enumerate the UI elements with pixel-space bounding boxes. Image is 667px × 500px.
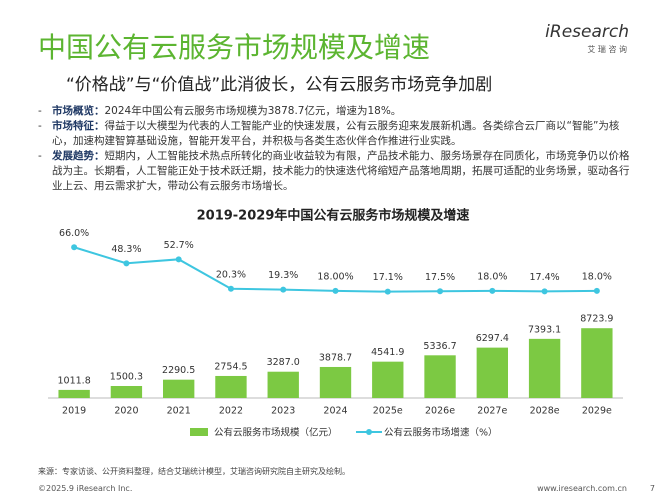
line-point xyxy=(437,288,444,295)
x-tick-label: 2025e xyxy=(373,406,403,417)
bullet-text: 2024年中国公有云服务市场规模为3878.7亿元，增速为18%。 xyxy=(104,105,402,117)
x-tick-label: 2027e xyxy=(477,406,507,417)
bar-value-label: 5336.7 xyxy=(423,341,456,352)
bar-value-label: 1500.3 xyxy=(110,371,143,382)
x-tick-label: 2029e xyxy=(582,406,612,417)
website: www.iresearch.com.cn xyxy=(537,484,627,493)
legend-marker xyxy=(366,429,372,435)
line-value-label: 52.7% xyxy=(164,240,194,251)
bullet: 市场概览：2024年中国公有云服务市场规模为3878.7亿元，增速为18%。 xyxy=(38,104,638,119)
bullet-text: 得益于以大模型为代表的人工智能产业的快速发展，公有云服务迎来发展新机遇。各类综合… xyxy=(52,120,620,147)
bar xyxy=(476,347,508,398)
line-point xyxy=(384,288,391,295)
line-point xyxy=(541,288,548,295)
bar-value-label: 2754.5 xyxy=(214,361,247,372)
bar xyxy=(215,375,247,398)
logo-sub: 艾 瑞 咨 询 xyxy=(587,45,627,54)
growth-line xyxy=(73,246,597,293)
bar xyxy=(58,389,90,398)
line-point xyxy=(332,287,339,294)
copyright: ©2025.9 iResearch Inc. xyxy=(38,484,133,493)
bullet-list: 市场概览：2024年中国公有云服务市场规模为3878.7亿元，增速为18%。市场… xyxy=(38,104,638,194)
page-number: 7 xyxy=(649,484,655,493)
line-point xyxy=(280,286,287,293)
chart-title: 2019-2029年中国公有云服务市场规模及增速 xyxy=(197,208,470,224)
line-value-label: 17.4% xyxy=(529,272,559,283)
line-value-label: 48.3% xyxy=(111,244,141,255)
bullet-label: 市场概览： xyxy=(52,105,105,117)
logo: iResearch xyxy=(545,22,629,42)
line-point xyxy=(71,244,78,251)
bar xyxy=(110,385,143,398)
x-tick-label: 2024 xyxy=(323,406,347,417)
bar xyxy=(267,371,299,398)
x-tick-label: 2019 xyxy=(62,406,86,417)
bar-value-label: 7393.1 xyxy=(528,324,561,335)
legend-label: 公有云服务市场规模（亿元） xyxy=(214,427,338,439)
line-value-label: 18.00% xyxy=(317,271,353,282)
x-tick-label: 2023 xyxy=(271,406,295,417)
bullet: 发展趋势：短期内，人工智能技术热点所转化的商业收益较为有限，产品技术能力、服务场… xyxy=(38,149,638,194)
line-value-label: 17.1% xyxy=(373,272,403,283)
source: 来源：专家访谈、公开资料整理，结合艾瑞统计模型，艾瑞咨询研究院自主研究及绘制。 xyxy=(38,467,350,476)
bar-value-label: 6297.4 xyxy=(476,333,509,344)
line-value-label: 66.0% xyxy=(59,228,89,239)
bullet-label: 市场特征： xyxy=(52,120,105,132)
line-point xyxy=(175,256,182,263)
line-point xyxy=(593,287,600,294)
bar xyxy=(319,366,352,398)
line-point xyxy=(489,287,496,294)
x-tick-label: 2026e xyxy=(425,406,455,417)
bullet-text: 短期内，人工智能技术热点所转化的商业收益较为有限，产品技术能力、服务场景存在同质… xyxy=(52,150,630,192)
legend-marker xyxy=(190,428,208,436)
line-value-label: 19.3% xyxy=(268,270,298,281)
bar-value-label: 2290.5 xyxy=(162,365,195,376)
bar xyxy=(581,328,613,398)
bar xyxy=(424,355,456,398)
slide-title: 中国公有云服务市场规模及增速 xyxy=(38,31,431,64)
line-value-label: 18.0% xyxy=(582,271,612,282)
bullet-label: 发展趋势： xyxy=(52,150,105,162)
x-tick-label: 2020 xyxy=(114,406,138,417)
bar xyxy=(163,379,195,398)
bar-value-label: 3878.7 xyxy=(319,352,352,363)
slide-subtitle: “价格战”与“价值战”此消彼长，公有云服务市场竞争加剧 xyxy=(66,75,493,95)
x-tick-label: 2021 xyxy=(167,406,191,417)
bar xyxy=(372,361,404,398)
bar-value-label: 1011.8 xyxy=(58,375,91,386)
bar xyxy=(528,338,561,398)
bullet: 市场特征：得益于以大模型为代表的人工智能产业的快速发展，公有云服务迎来发展新机遇… xyxy=(38,119,638,149)
line-point xyxy=(227,285,234,292)
line-value-label: 18.0% xyxy=(477,271,507,282)
line-value-label: 17.5% xyxy=(425,272,455,283)
legend-label: 公有云服务市场增速（%） xyxy=(384,427,498,439)
x-tick-label: 2022 xyxy=(219,406,243,417)
line-value-label: 20.3% xyxy=(216,269,246,280)
bar-value-label: 4541.9 xyxy=(371,347,404,358)
x-tick-label: 2028e xyxy=(530,406,560,417)
bar-value-label: 8723.9 xyxy=(580,314,613,325)
line-point xyxy=(123,260,130,267)
bar-value-label: 3287.0 xyxy=(267,357,300,368)
